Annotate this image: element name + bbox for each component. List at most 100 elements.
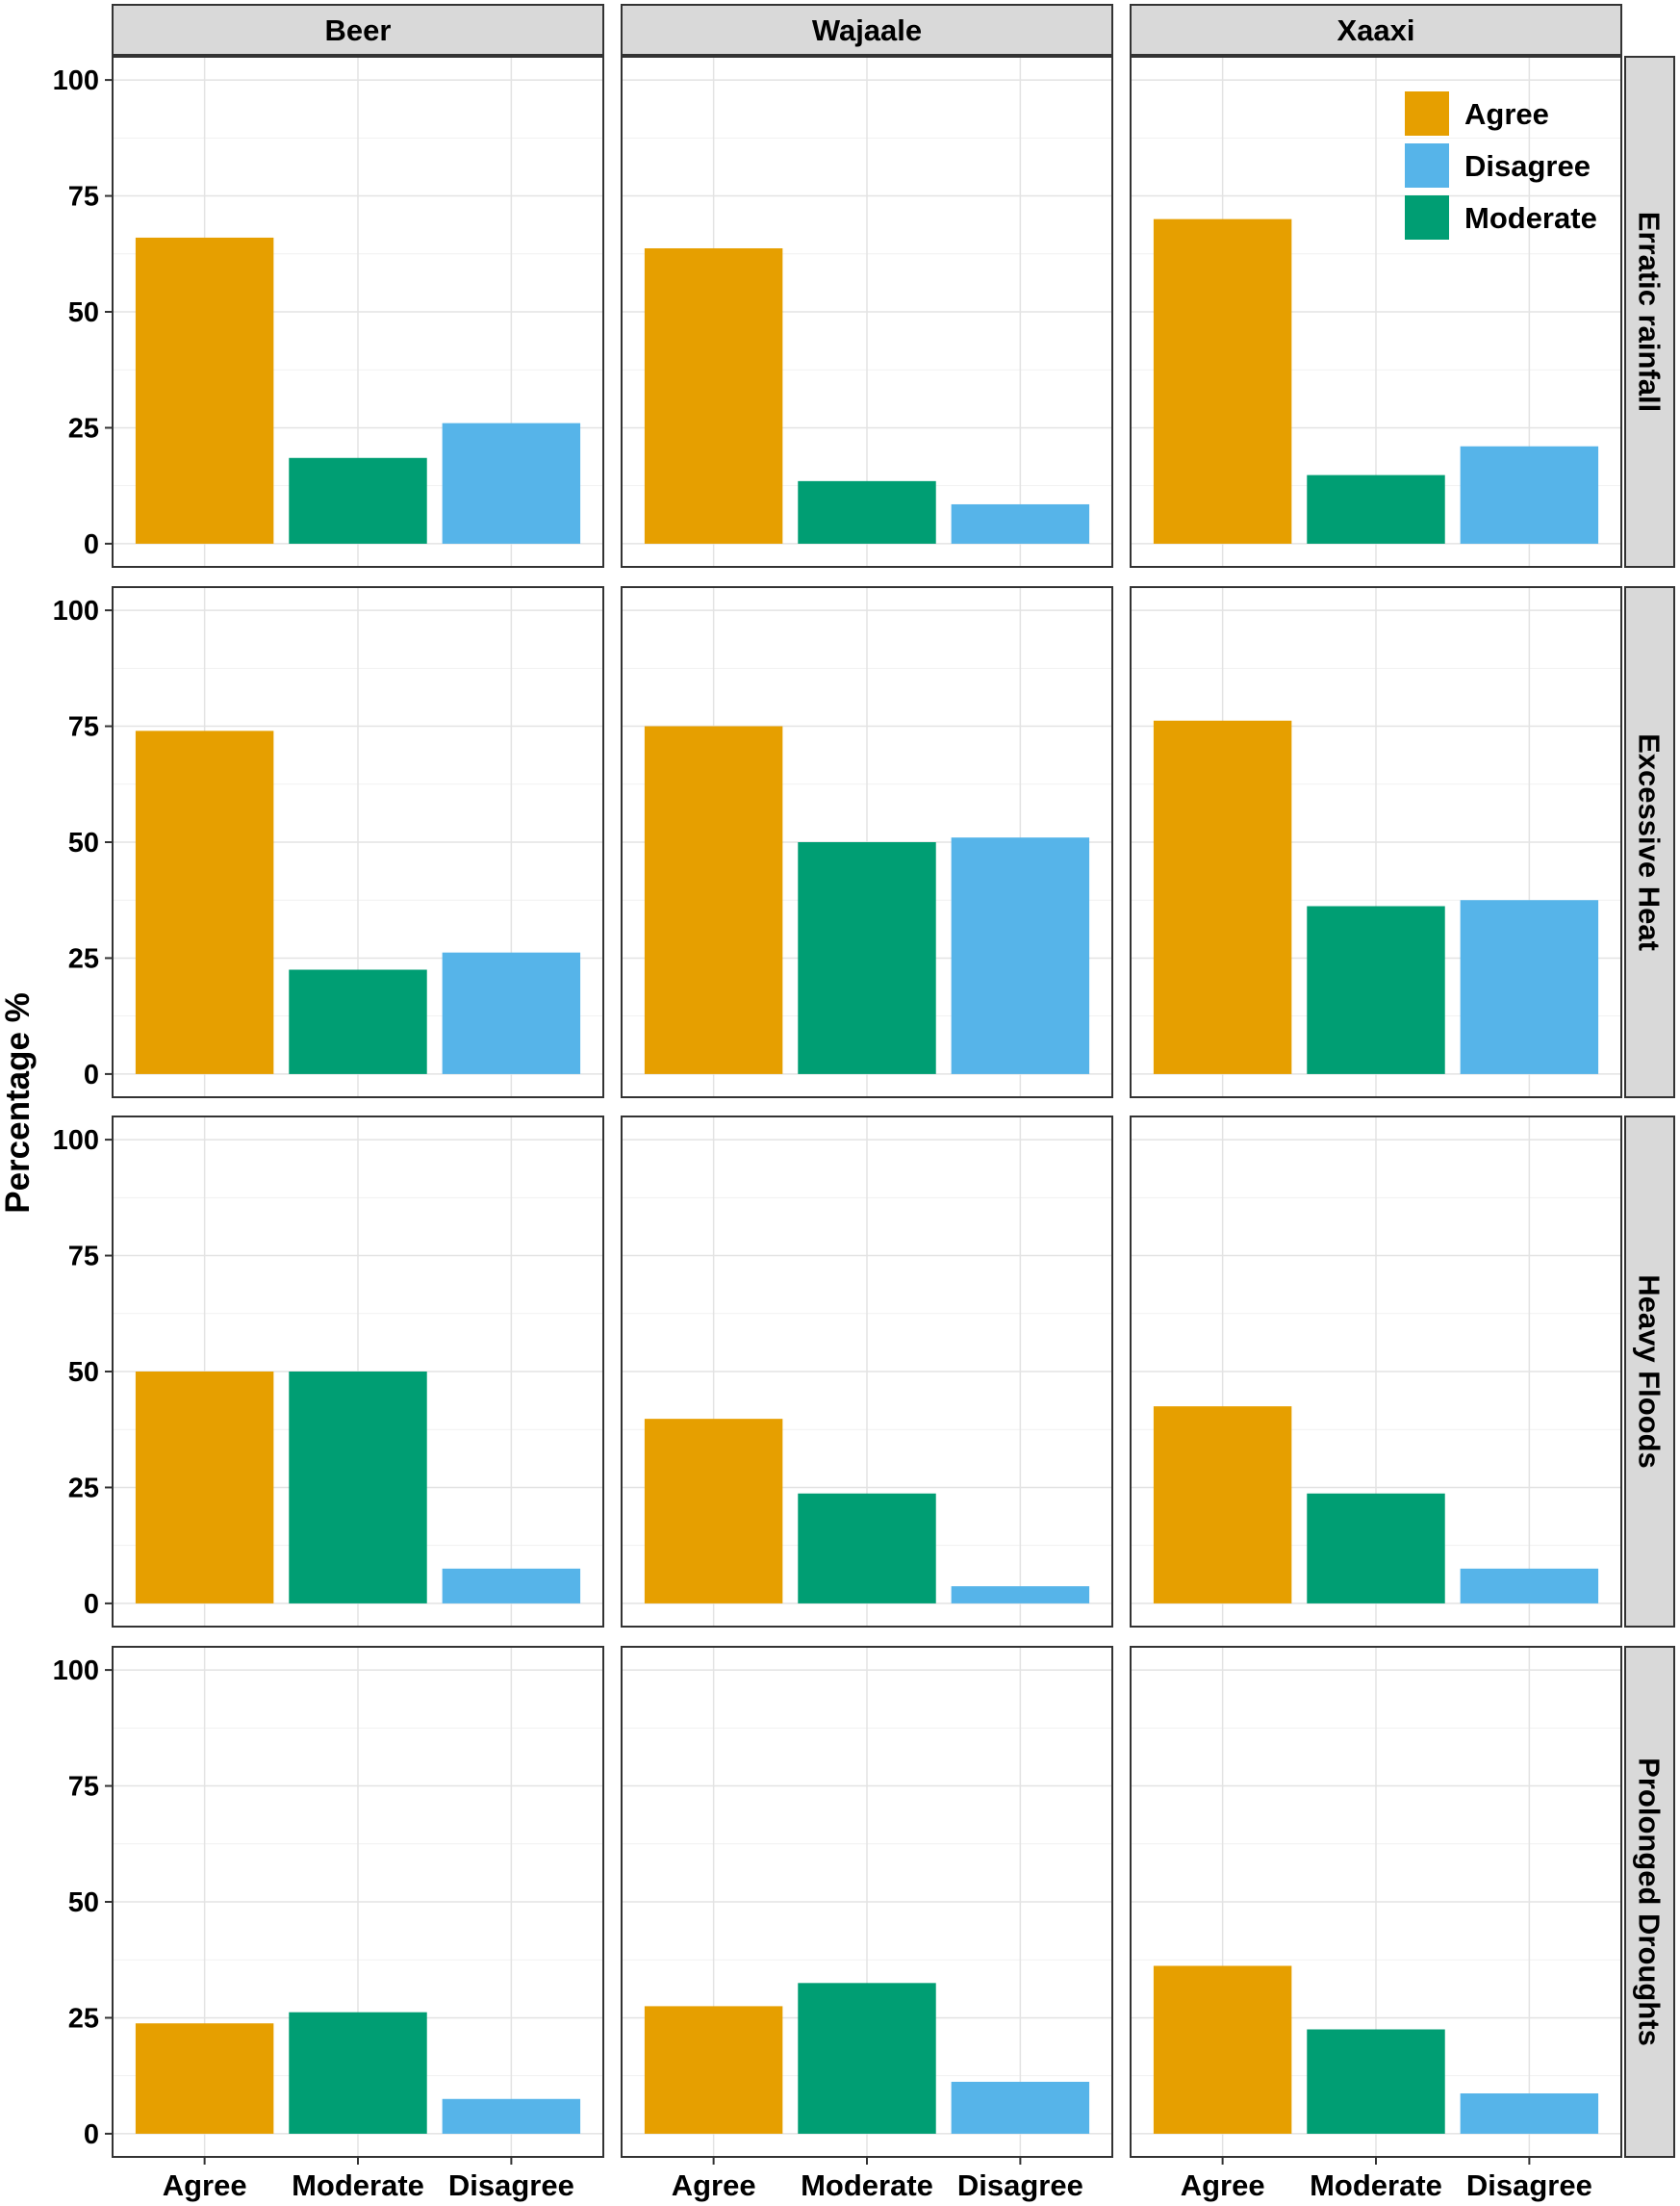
x-tick-label: Disagree <box>448 2168 574 2202</box>
x-tick-label: Disagree <box>1466 2168 1592 2202</box>
legend-label-agree: Agree <box>1464 97 1549 131</box>
panel-excessive-heat-wajaale <box>621 586 1113 1098</box>
bar-moderate <box>1307 2029 1445 2134</box>
bar-moderate <box>1307 906 1445 1074</box>
panel-prolonged-droughts-beer: 0 25 50 75 100 Agree Moderate Disagree <box>53 1646 604 2202</box>
y-tick-label: 25 <box>68 413 99 444</box>
panel-heavy-floods-xaaxi <box>1130 1116 1622 1628</box>
strip-beer <box>112 4 604 56</box>
y-tick-label: 50 <box>68 1357 99 1388</box>
y-tick-label: 75 <box>68 1772 99 1803</box>
bar-disagree <box>1460 2092 1599 2134</box>
strip-xaaxi <box>1130 4 1622 56</box>
y-axis-label: Percentage % <box>0 992 37 1214</box>
strip-prolonged-droughts <box>1624 1646 1675 2158</box>
bar-moderate <box>798 842 936 1074</box>
x-tick-label: Moderate <box>1310 2168 1442 2202</box>
y-tick-label: 0 <box>84 2119 99 2150</box>
bar-agree <box>1153 1406 1292 1603</box>
y-tick-label: 50 <box>68 828 99 859</box>
bar-moderate <box>798 1493 936 1603</box>
panel-border <box>621 586 1113 1098</box>
bar-agree <box>135 2023 274 2134</box>
bar-agree <box>135 731 274 1074</box>
panel-border <box>1130 586 1622 1098</box>
panel-heavy-floods-wajaale <box>621 1116 1113 1628</box>
bar-disagree <box>1460 446 1599 544</box>
x-tick-label: Agree <box>1181 2168 1265 2202</box>
strip-label-excessive-heat: Excessive Heat <box>1633 733 1667 951</box>
bar-agree <box>644 1419 783 1603</box>
panel-prolonged-droughts-xaaxi: Agree Moderate Disagree <box>1130 1646 1622 2202</box>
panel-excessive-heat-xaaxi <box>1130 586 1622 1098</box>
bar-disagree <box>951 1586 1090 1603</box>
x-tick-label: Moderate <box>801 2168 933 2202</box>
legend-swatch-disagree <box>1405 143 1449 188</box>
y-tick-label: 75 <box>68 1242 99 1272</box>
strip-label-heavy-floods: Heavy Floods <box>1633 1274 1667 1469</box>
bar-disagree <box>442 952 581 1074</box>
bar-disagree <box>951 837 1090 1074</box>
y-tick-label: 0 <box>84 1589 99 1620</box>
legend-label-moderate: Moderate <box>1464 201 1597 235</box>
bar-moderate <box>289 1372 427 1603</box>
x-tick-label: Agree <box>163 2168 247 2202</box>
bar-disagree <box>1460 1568 1599 1603</box>
y-tick-label: 75 <box>68 712 99 743</box>
bar-moderate <box>289 457 427 544</box>
bar-agree <box>644 2006 783 2134</box>
bar-agree <box>644 726 783 1074</box>
strip-label-xaaxi: Xaaxi <box>1336 13 1414 47</box>
y-tick-label: 50 <box>68 1887 99 1918</box>
panel-excessive-heat-beer: 0 25 50 75 100 <box>53 586 604 1098</box>
panels-layer: 0 25 50 75 100 0 25 50 75 100 0 25 50 75 100 0 25 50 75 100… <box>53 56 1622 2202</box>
y-tick-label: 25 <box>68 943 99 974</box>
panel-border <box>621 1116 1113 1628</box>
strip-heavy-floods <box>1624 1116 1675 1628</box>
strip-label-prolonged-droughts: Prolonged Droughts <box>1633 1757 1667 2046</box>
strip-label-wajaale: Wajaale <box>812 13 922 47</box>
y-tick-label: 100 <box>53 1125 99 1156</box>
legend-swatch-agree <box>1405 91 1449 136</box>
panel-prolonged-droughts-wajaale: Agree Moderate Disagree <box>621 1646 1113 2202</box>
strip-label-beer: Beer <box>325 13 392 47</box>
panel-border <box>1130 1116 1622 1628</box>
x-tick-label: Agree <box>672 2168 756 2202</box>
bar-moderate <box>798 1983 936 2134</box>
bar-agree <box>644 247 783 544</box>
y-tick-label: 0 <box>84 529 99 560</box>
bar-disagree <box>951 2081 1090 2134</box>
bar-agree <box>1153 720 1292 1074</box>
bar-moderate <box>289 969 427 1074</box>
panel-erratic-rainfall-beer: 0 25 50 75 100 <box>53 56 604 568</box>
bar-agree <box>135 1372 274 1603</box>
panel-erratic-rainfall-xaaxi <box>1130 56 1622 568</box>
strip-excessive-heat <box>1624 586 1675 1098</box>
strips-layer: Beer Wajaale Xaaxi Erratic rainfall Excessiv… <box>112 4 1675 2158</box>
bar-moderate <box>289 2012 427 2134</box>
y-tick-label: 25 <box>68 2003 99 2034</box>
y-tick-label: 100 <box>53 1655 99 1686</box>
strip-wajaale <box>621 4 1113 56</box>
bar-disagree <box>442 2098 581 2134</box>
panel-border <box>1130 56 1622 568</box>
bar-agree <box>135 237 274 544</box>
bar-agree <box>1153 1965 1292 2134</box>
strip-label-erratic-rainfall: Erratic rainfall <box>1633 212 1667 412</box>
strip-erratic-rainfall <box>1624 56 1675 568</box>
panel-border <box>621 56 1113 568</box>
bar-agree <box>1153 218 1292 544</box>
legend-swatch-moderate <box>1405 195 1449 240</box>
bar-disagree <box>442 423 581 544</box>
y-tick-label: 100 <box>53 65 99 96</box>
legend: Agree Disagree Moderate <box>1405 91 1597 240</box>
y-tick-label: 0 <box>84 1060 99 1090</box>
x-tick-label: Disagree <box>957 2168 1083 2202</box>
bar-moderate <box>1307 475 1445 544</box>
x-tick-label: Moderate <box>292 2168 424 2202</box>
y-tick-label: 50 <box>68 297 99 328</box>
bar-moderate <box>1307 1493 1445 1603</box>
legend-label-disagree: Disagree <box>1464 149 1591 183</box>
y-tick-label: 100 <box>53 596 99 627</box>
